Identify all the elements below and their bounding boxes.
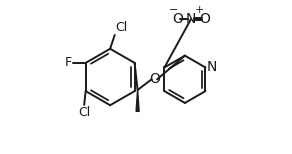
Text: N: N <box>207 61 217 75</box>
Text: F: F <box>65 56 72 69</box>
Text: O: O <box>149 72 160 86</box>
Text: O: O <box>199 12 210 26</box>
Text: N: N <box>186 12 196 26</box>
Text: Cl: Cl <box>78 106 90 119</box>
Text: +: + <box>195 5 204 15</box>
Polygon shape <box>136 90 139 111</box>
Text: Cl: Cl <box>115 21 128 34</box>
Text: −: − <box>169 5 178 15</box>
Text: O: O <box>172 12 183 26</box>
